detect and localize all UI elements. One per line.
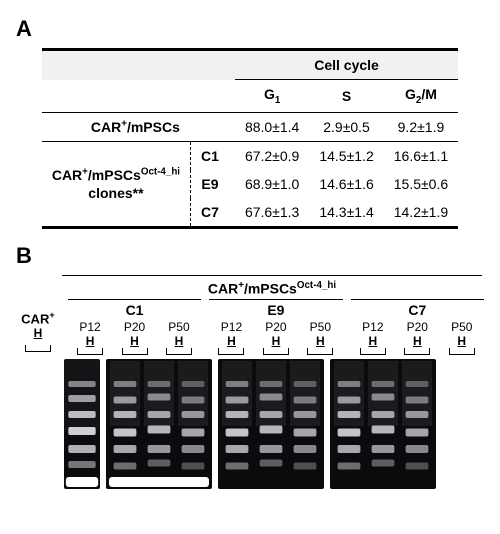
bracket-icon bbox=[77, 348, 103, 355]
h-label: H bbox=[270, 334, 283, 348]
bracket-icon bbox=[218, 348, 244, 355]
gel-panel bbox=[330, 359, 436, 489]
gel-block-c7: C7 P12 P20 P50 H H H bbox=[351, 299, 484, 355]
col-s: S bbox=[309, 80, 383, 113]
bracket-icon bbox=[122, 348, 148, 355]
h-label: H bbox=[314, 334, 327, 348]
group-label: CAR+/mPSCsOct-4_hi clones** bbox=[42, 142, 191, 228]
c1-s: 14.5±1.2 bbox=[309, 142, 383, 171]
bracket-icon bbox=[263, 348, 289, 355]
c1-p20: P20 bbox=[124, 320, 145, 334]
e9-p20: P20 bbox=[265, 320, 286, 334]
e9-s: 14.6±1.6 bbox=[309, 170, 383, 198]
c7-p50: P50 bbox=[451, 320, 472, 334]
panel-a-label: A bbox=[16, 16, 484, 42]
c1-g1: 67.2±0.9 bbox=[235, 142, 309, 171]
row-car-mpsc-label: CAR+/mPSCs bbox=[42, 112, 229, 142]
h-label: H bbox=[84, 334, 97, 348]
cell-cycle-table: Cell cycle G1 S G2/M CAR+/mPSCs 88.0±1.4… bbox=[42, 48, 458, 229]
h-label: H bbox=[128, 334, 141, 348]
h-label: H bbox=[411, 334, 424, 348]
clone-label-e9: E9 bbox=[209, 299, 342, 318]
c7-g2m: 14.2±1.9 bbox=[384, 198, 458, 228]
c7-p12: P12 bbox=[362, 320, 383, 334]
gel-labels-row: CAR+ H C1 P12 P20 P50 H H H bbox=[16, 299, 484, 355]
bracket-icon bbox=[307, 348, 333, 355]
col-g2m: G2/M bbox=[384, 80, 458, 113]
clone-label-c7: C7 bbox=[351, 299, 484, 318]
h-label: H bbox=[367, 334, 380, 348]
panel-b-label: B bbox=[16, 243, 484, 269]
panelb-big-header: CAR+/mPSCsOct-4_hi bbox=[60, 280, 484, 297]
car-h: H bbox=[32, 326, 45, 340]
gel-lane bbox=[64, 359, 100, 489]
row1-g2m: 9.2±1.9 bbox=[384, 112, 458, 142]
cellcycle-header: Cell cycle bbox=[235, 50, 458, 80]
c1-p12: P12 bbox=[79, 320, 100, 334]
gel-block-c1: C1 P12 P20 P50 H H H bbox=[68, 299, 201, 355]
clone-c1: C1 bbox=[191, 142, 229, 171]
gel-strip bbox=[16, 359, 484, 489]
h-label: H bbox=[455, 334, 468, 348]
clone-c7: C7 bbox=[191, 198, 229, 228]
clone-e9: E9 bbox=[191, 170, 229, 198]
e9-g1: 68.9±1.0 bbox=[235, 170, 309, 198]
bracket-icon bbox=[25, 345, 51, 352]
bracket-icon bbox=[166, 348, 192, 355]
gel-panel bbox=[106, 359, 212, 489]
bracket-icon bbox=[449, 348, 475, 355]
bracket-icon bbox=[404, 348, 430, 355]
c1-g2m: 16.6±1.1 bbox=[384, 142, 458, 171]
c7-g1: 67.6±1.3 bbox=[235, 198, 309, 228]
row1-s: 2.9±0.5 bbox=[309, 112, 383, 142]
c7-p20: P20 bbox=[407, 320, 428, 334]
e9-p12: P12 bbox=[221, 320, 242, 334]
col-g1: G1 bbox=[235, 80, 309, 113]
c1-p50: P50 bbox=[168, 320, 189, 334]
row1-g1: 88.0±1.4 bbox=[235, 112, 309, 142]
gel-block-e9: E9 P12 P20 P50 H H H bbox=[209, 299, 342, 355]
e9-g2m: 15.5±0.6 bbox=[384, 170, 458, 198]
clone-label-c1: C1 bbox=[68, 299, 201, 318]
e9-p50: P50 bbox=[310, 320, 331, 334]
gel-panel bbox=[218, 359, 324, 489]
h-label: H bbox=[173, 334, 186, 348]
car-plus-label: CAR+ bbox=[16, 310, 60, 326]
bracket-icon bbox=[360, 348, 386, 355]
h-label: H bbox=[225, 334, 238, 348]
c7-s: 14.3±1.4 bbox=[309, 198, 383, 228]
